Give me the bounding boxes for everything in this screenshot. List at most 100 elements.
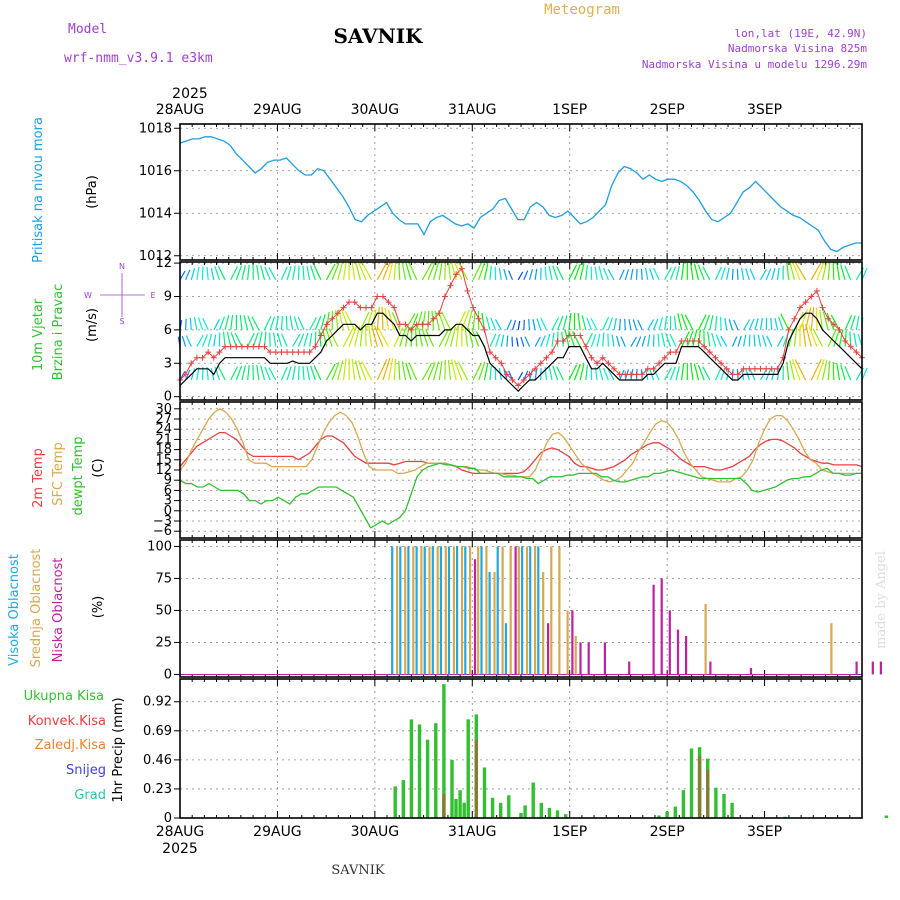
total-precip-bar xyxy=(417,724,422,818)
wind-arrow xyxy=(313,265,322,281)
wind-arrow xyxy=(780,313,790,331)
wind-arrow xyxy=(709,315,714,331)
low-cloud-bar xyxy=(749,668,753,675)
top-year: 2025 xyxy=(172,86,208,102)
wind-arrow xyxy=(196,266,200,280)
gust-marker xyxy=(430,315,437,322)
bottom-date-label: 31AUG xyxy=(448,824,497,840)
wind-arrow xyxy=(840,364,846,381)
wind-arrow xyxy=(408,362,418,381)
gust-marker xyxy=(763,365,770,372)
wind-arrow xyxy=(774,317,779,331)
wind-arrow xyxy=(404,313,416,331)
top-date-label: 30AUG xyxy=(351,102,400,118)
panel-frame xyxy=(179,123,863,261)
mid-cloud-bar xyxy=(509,546,512,675)
wind-arrow xyxy=(821,261,828,280)
wind-arrow xyxy=(281,333,288,347)
wind-arrow xyxy=(508,370,514,381)
gust-marker xyxy=(503,371,510,378)
wind-arrow xyxy=(410,313,419,331)
gust-marker xyxy=(701,343,708,350)
wind-arrow xyxy=(506,335,509,347)
t2m-line xyxy=(179,431,863,475)
wind-arrow xyxy=(822,311,829,331)
total-precip-bar xyxy=(531,782,535,818)
gust-marker xyxy=(825,315,832,322)
wind-arrow xyxy=(258,331,263,347)
low-cloud-bar xyxy=(855,661,858,675)
bottom-year: 2025 xyxy=(162,841,198,857)
conv-precip-bar xyxy=(474,739,478,818)
legend-frozen-rain: Zaledj.Kisa xyxy=(35,738,106,753)
wind-arrow xyxy=(693,363,700,381)
wind-arrow xyxy=(361,361,373,381)
wind-arrow xyxy=(243,315,249,331)
mid-cloud-bar xyxy=(704,604,707,675)
wind-arrow xyxy=(665,333,671,347)
gust-marker xyxy=(312,343,319,350)
pressure-unit: (hPa) xyxy=(85,175,100,209)
wind-arrow xyxy=(551,332,555,347)
total-precip-bar xyxy=(519,812,523,818)
wind-arrow xyxy=(810,306,815,330)
low-cloud-bar xyxy=(579,642,582,675)
wind-arrow xyxy=(342,261,347,280)
wind-arrow xyxy=(197,317,204,331)
wind-arrow xyxy=(309,317,317,331)
wind-arrow xyxy=(234,332,243,347)
panel-frame xyxy=(179,678,863,819)
total-precip-bar xyxy=(499,802,503,818)
gust-line xyxy=(179,267,863,387)
mid-cloud-bar xyxy=(534,546,537,675)
wind-arrow xyxy=(669,366,676,381)
wind-arrow xyxy=(830,314,841,331)
wind-arrow xyxy=(640,268,643,280)
wind-arrow xyxy=(387,309,395,331)
mid-cloud-bar xyxy=(404,546,407,675)
wind-arrow xyxy=(325,263,336,281)
ytick-label: 27 xyxy=(155,412,172,427)
panel-pressure: 1012 1014 1016 1018 xyxy=(139,121,863,264)
wind-arrow xyxy=(264,266,271,281)
wind-arrow xyxy=(331,261,340,281)
top-date-label: 29AUG xyxy=(253,102,302,118)
total-precip-bar xyxy=(442,684,446,818)
mid-cloud-label: Srednja Oblacnost xyxy=(29,549,44,668)
gust-marker xyxy=(255,343,262,350)
compass-south: S xyxy=(119,317,124,326)
wind-arrow xyxy=(728,319,733,331)
gust-marker xyxy=(492,354,499,361)
wind-arrow xyxy=(427,261,436,281)
panel-frame xyxy=(179,401,863,539)
wind-arrow xyxy=(810,261,822,281)
wind-arrow xyxy=(314,315,322,331)
wind-arrow xyxy=(450,359,457,381)
compass-west: W xyxy=(84,291,92,300)
high-cloud-bar xyxy=(423,546,426,675)
wind-arrow xyxy=(805,307,812,331)
mean-wind-line xyxy=(179,312,863,392)
wind-arrow xyxy=(320,314,326,331)
wind-arrow xyxy=(628,318,632,331)
wind-arrow xyxy=(838,329,844,347)
gust-marker xyxy=(272,349,279,356)
ytick-label: 1014 xyxy=(139,206,172,221)
gust-marker xyxy=(408,326,415,333)
wind-arrow xyxy=(387,261,394,280)
gust-marker xyxy=(526,371,533,378)
cloud-unit: (%) xyxy=(91,596,106,619)
wind-arrow xyxy=(702,366,711,381)
wind-arrow xyxy=(540,317,547,331)
legend-total-rain: Ukupna Kisa xyxy=(24,689,104,704)
wind-arrow xyxy=(490,317,497,331)
wind-arrow xyxy=(454,359,463,381)
ytick-label: 100 xyxy=(147,539,172,554)
gust-marker xyxy=(317,332,324,339)
wind-arrow xyxy=(861,367,868,381)
gust-marker xyxy=(289,349,296,356)
wind-arrow xyxy=(337,360,344,381)
wind-arrow xyxy=(224,315,230,331)
wind-arrow xyxy=(649,268,655,280)
